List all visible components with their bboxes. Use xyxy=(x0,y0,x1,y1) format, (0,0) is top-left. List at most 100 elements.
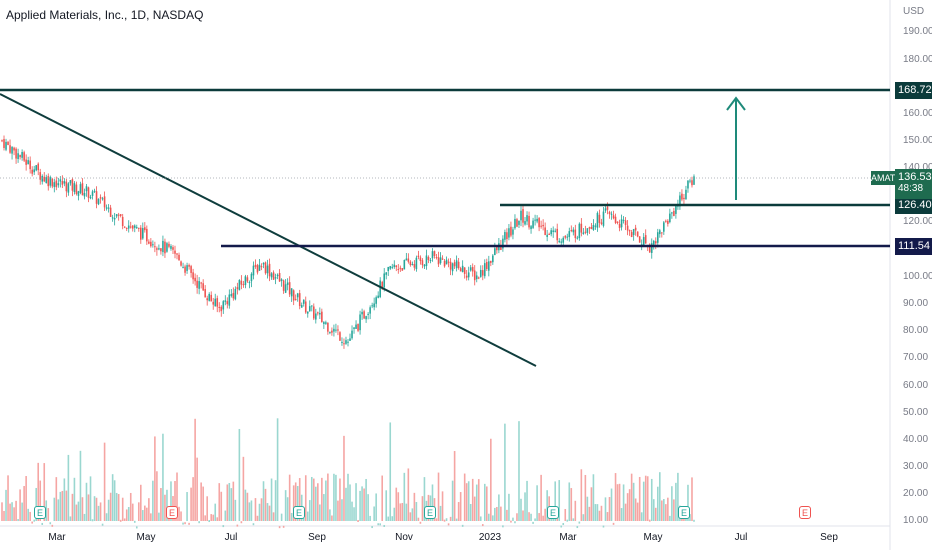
candle-body xyxy=(572,229,575,233)
volume-bar xyxy=(228,483,231,521)
candle-body xyxy=(99,197,102,199)
candle-body xyxy=(671,212,673,214)
descending-trendline[interactable] xyxy=(0,93,537,367)
volume-bar xyxy=(580,469,583,521)
volume-bar xyxy=(481,524,484,527)
volume-bar xyxy=(7,475,9,521)
volume-bar xyxy=(154,436,156,521)
candle-body xyxy=(538,218,540,228)
candle-body xyxy=(206,298,208,301)
volume-bar xyxy=(411,508,414,521)
candle-body xyxy=(339,332,341,341)
candle-body xyxy=(423,264,426,267)
candle-body xyxy=(445,259,448,265)
volume-bar xyxy=(528,512,530,521)
volume-bar xyxy=(369,515,371,521)
candle-body xyxy=(83,192,86,197)
candle-body xyxy=(184,266,186,273)
volume-bar xyxy=(105,513,108,521)
volume-bar xyxy=(3,510,5,521)
target-arrow[interactable] xyxy=(726,96,746,200)
volume-bar xyxy=(9,503,11,521)
candle-body xyxy=(228,294,231,306)
candle-body xyxy=(226,301,229,305)
volume-bar xyxy=(77,501,80,521)
volume-bar xyxy=(315,486,317,521)
volume-bar xyxy=(463,473,466,521)
volume-bar xyxy=(246,492,249,521)
candle-body xyxy=(636,231,639,237)
volume-bar xyxy=(288,474,291,521)
candle-body xyxy=(272,272,275,280)
candle-body xyxy=(308,306,311,312)
candle-body xyxy=(77,191,80,196)
candle-body xyxy=(198,281,200,289)
candle-body xyxy=(447,261,450,263)
volume-bar xyxy=(538,513,540,521)
volume-bar xyxy=(624,503,627,521)
candle-body xyxy=(164,241,166,254)
candle-body xyxy=(570,230,573,232)
candle-body xyxy=(137,227,140,229)
earnings-marker[interactable]: E xyxy=(424,506,436,519)
candle-body xyxy=(35,165,37,171)
candle-body xyxy=(367,313,369,315)
resistance-high-label: 168.72 xyxy=(895,82,932,99)
volume-bar xyxy=(166,489,168,521)
candle-body xyxy=(121,216,124,227)
volume-bar xyxy=(530,513,532,521)
volume-bar xyxy=(673,499,675,521)
candle-body xyxy=(387,266,390,271)
candle-body xyxy=(190,266,192,273)
volume-bar xyxy=(582,514,585,521)
volume-bar xyxy=(232,481,235,521)
volume-bar xyxy=(152,480,154,521)
volume-bar xyxy=(162,433,164,521)
volume-bar xyxy=(79,450,82,521)
earnings-marker[interactable]: E xyxy=(34,506,46,519)
volume-bar xyxy=(431,484,434,521)
volume-bar xyxy=(240,521,243,524)
y-tick-label: 60.00 xyxy=(903,380,929,391)
earnings-marker[interactable]: E xyxy=(166,506,178,519)
volume-bar xyxy=(133,520,136,523)
candle-body xyxy=(146,228,148,242)
volume-bar xyxy=(150,513,152,521)
volume-bar xyxy=(137,502,140,521)
candle-body xyxy=(496,247,498,251)
volume-bar xyxy=(47,508,50,521)
volume-bar xyxy=(526,480,528,521)
candle-body xyxy=(407,258,410,262)
candle-body xyxy=(347,341,349,343)
volume-bar xyxy=(302,517,305,521)
volume-bar xyxy=(381,475,383,521)
candle-body xyxy=(616,221,619,224)
candle-body xyxy=(214,298,217,307)
volume-bar xyxy=(586,496,589,521)
earnings-marker[interactable]: E xyxy=(678,506,690,519)
candle-body xyxy=(79,184,82,193)
volume-bar xyxy=(304,475,307,521)
earnings-marker[interactable]: E xyxy=(547,506,559,519)
candle-body xyxy=(55,180,58,188)
earnings-marker[interactable]: E xyxy=(293,506,305,519)
volume-bar xyxy=(19,489,21,521)
volume-bar xyxy=(661,500,663,521)
volume-bar xyxy=(284,490,287,521)
volume-bar xyxy=(365,478,367,521)
earnings-marker[interactable]: E xyxy=(799,506,811,519)
volume-bars xyxy=(1,418,695,529)
volume-bar xyxy=(632,482,635,521)
volume-bar xyxy=(262,481,265,521)
candle-body xyxy=(27,160,29,165)
volume-bar xyxy=(590,487,593,521)
candle-body xyxy=(9,145,11,153)
volume-bar xyxy=(1,502,3,521)
volume-bar xyxy=(361,486,363,521)
volume-bar xyxy=(67,454,70,521)
volume-bar xyxy=(234,499,237,521)
candle-body xyxy=(381,281,383,289)
candle-body xyxy=(457,261,460,269)
volume-bar xyxy=(483,483,486,521)
